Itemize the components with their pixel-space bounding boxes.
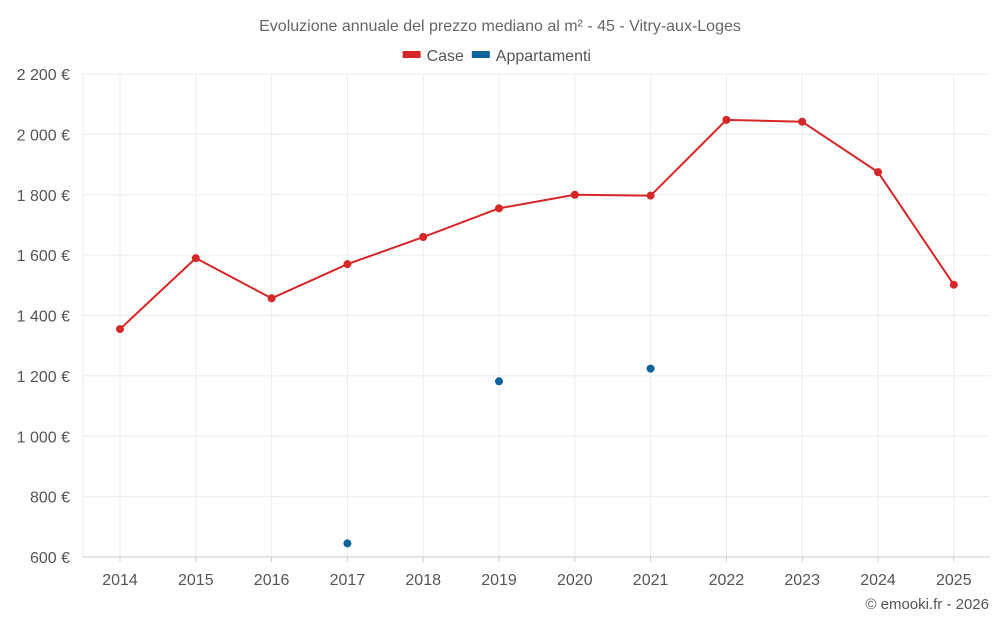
x-tick-label: 2017 [330,572,366,589]
y-tick-label: 600 € [30,550,70,567]
chart-title: Evoluzione annuale del prezzo mediano al… [259,18,741,35]
x-tick-label: 2015 [178,572,214,589]
data-point-case [343,260,352,269]
series-line-case [119,118,955,330]
y-tick-label: 2 000 € [17,127,70,144]
x-tick-label: 2025 [936,572,972,589]
series-layer [116,115,958,548]
x-tick-label: 2016 [254,572,290,589]
x-tick-label: 2019 [481,572,517,589]
y-tick-label: 1 600 € [17,248,70,265]
y-tick-label: 1 000 € [17,429,70,446]
x-axis: 2014 2015 2016 2017 2018 2019 2020 2021 2022 2023… [83,556,990,589]
legend-swatch-appartamenti [471,51,490,58]
x-tick-label: 2022 [709,572,745,589]
data-point-case [495,204,503,213]
data-point-case [949,280,958,289]
x-tick-label: 2018 [405,572,441,589]
data-point-case [191,254,200,263]
legend-label-case: Case [427,48,464,65]
data-point-case [267,294,276,303]
x-tick-label: 2023 [784,572,820,589]
x-tick-label: 2024 [860,572,896,589]
y-axis: 600 € 800 € 1 000 € 1 200 € 1 400 € 1 600 € 1 … [17,67,70,567]
y-tick-label: 1 400 € [17,309,70,326]
data-point-appartamenti [343,539,352,548]
x-tick-label: 2014 [102,572,138,589]
data-point-case [116,325,124,334]
data-point-appartamenti [646,364,655,373]
legend-label-appartamenti: Appartamenti [496,48,591,65]
legend-swatch-case [402,51,421,58]
data-point-appartamenti [495,377,503,386]
data-point-case [646,191,655,200]
x-tick-label: 2020 [557,572,593,589]
gridlines [82,73,990,558]
data-point-case [419,233,428,242]
x-tick-label: 2021 [633,572,669,589]
data-point-case [570,190,579,199]
credit: © emooki.fr - 2026 [865,596,989,613]
data-point-case [798,117,807,126]
legend: Case Appartamenti [402,48,591,65]
y-tick-label: 800 € [30,490,70,507]
y-tick-label: 1 200 € [17,369,70,386]
data-point-case [874,168,882,177]
y-tick-label: 2 200 € [17,67,70,84]
data-point-case [722,115,731,124]
y-tick-label: 1 800 € [17,188,70,205]
